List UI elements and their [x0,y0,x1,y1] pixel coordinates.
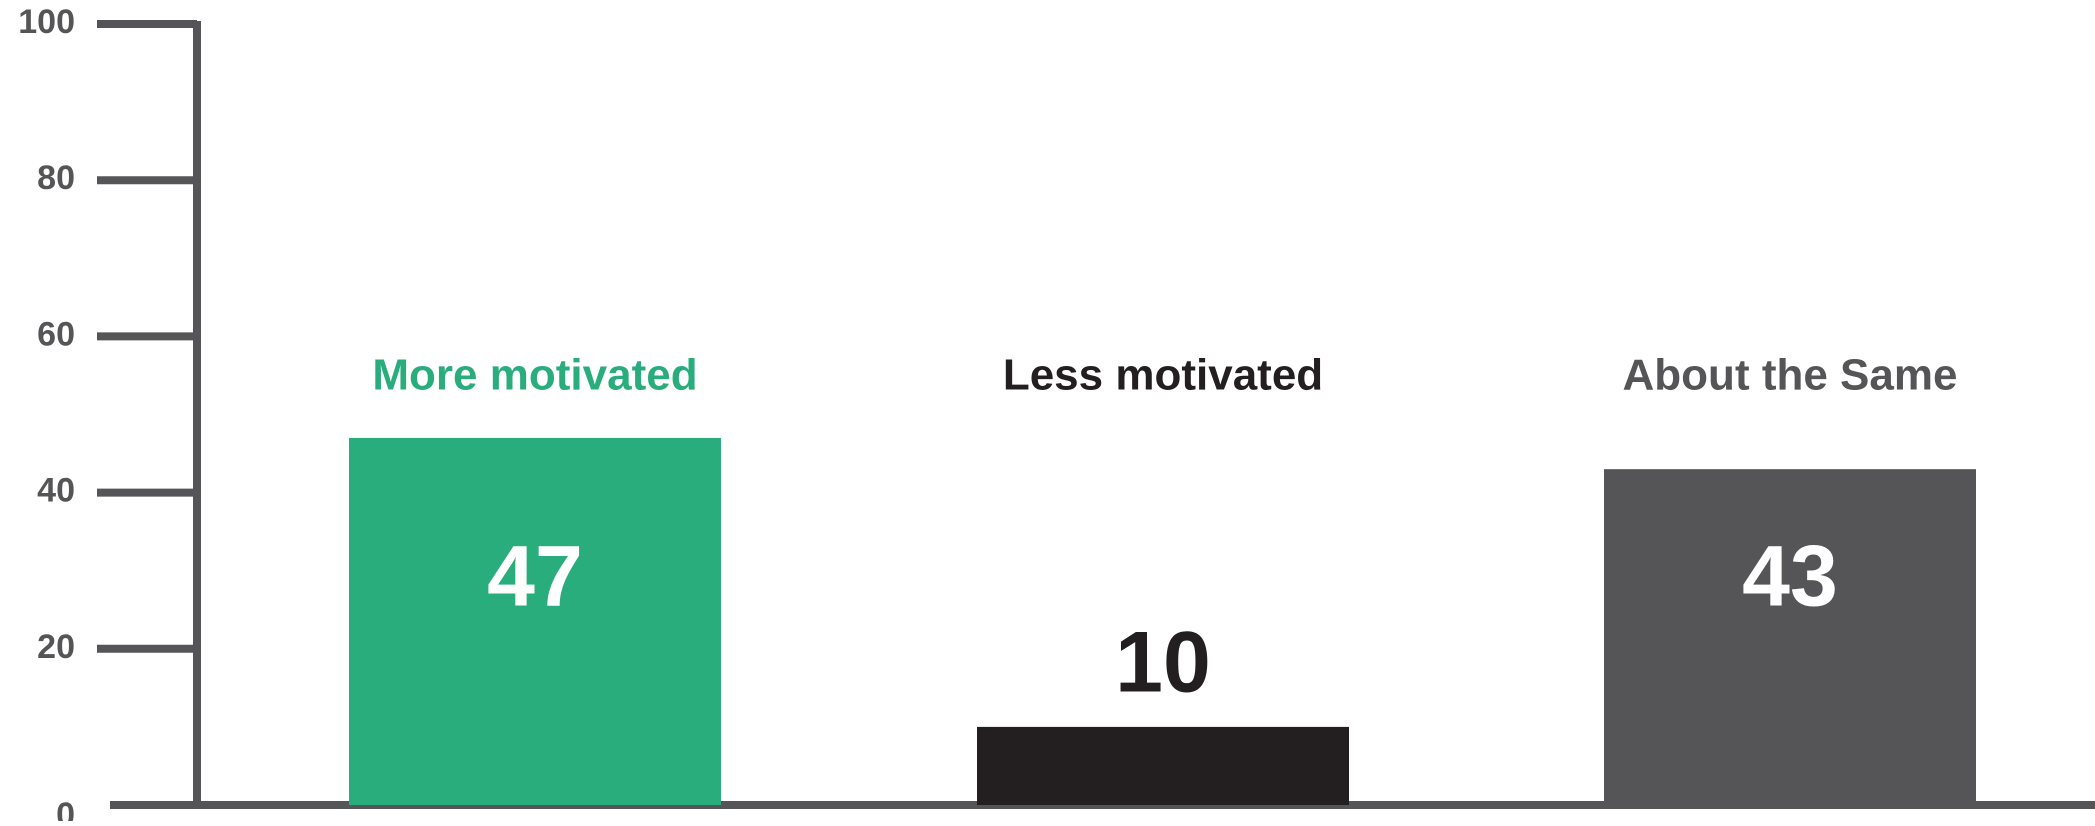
category-label: More motivated [372,351,697,400]
y-tick-label: 20 [37,628,75,666]
category-label: Less motivated [1003,351,1323,400]
y-tick-label: 80 [37,159,75,197]
y-tick-label: 60 [37,315,75,353]
bar [977,726,1349,805]
bars-group [349,437,1976,805]
labels-group: More motivated 47 Less motivated 10 About th… [372,351,1957,711]
category-label: About the Same [1623,351,1958,400]
data-label: 43 [1742,529,1838,625]
data-label: 10 [1115,615,1211,711]
bar [1604,469,1976,805]
y-tick-label: 100 [18,3,75,41]
y-tick-label: 40 [37,472,75,510]
y-tick-label: 0 [56,796,75,821]
data-label: 47 [487,529,583,625]
bar [349,437,721,805]
